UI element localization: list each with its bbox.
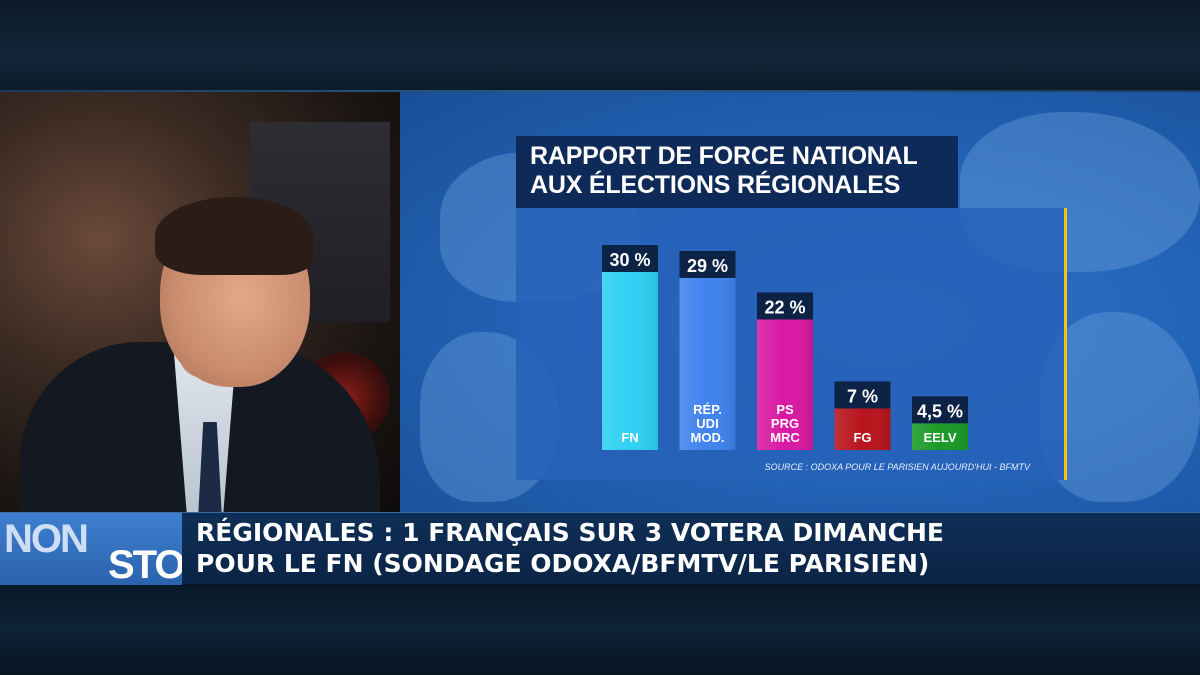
value-label: 7 % bbox=[847, 386, 878, 406]
chart-title-line2: AUX ÉLECTIONS RÉGIONALES bbox=[530, 171, 901, 199]
category-label: PRG bbox=[771, 416, 799, 431]
value-label: 29 % bbox=[687, 256, 728, 276]
bar-sheen bbox=[834, 408, 891, 450]
news-ticker: NON STOP RÉGIONALES : 1 FRANÇAIS SUR 3 V… bbox=[0, 512, 1200, 585]
studio-background-top bbox=[0, 0, 1200, 92]
category-label: MOD. bbox=[691, 430, 725, 445]
bar-sheen bbox=[912, 423, 968, 450]
value-label-box bbox=[834, 381, 891, 409]
bar-group: 4,5 % EELV bbox=[912, 396, 968, 450]
value-label: 30 % bbox=[609, 250, 650, 270]
bar-group: 7 % FG bbox=[834, 381, 891, 450]
chart-panel: RAPPORT DE FORCE NATIONAL AUX ÉLECTIONS … bbox=[400, 92, 1200, 512]
ticker-headline: RÉGIONALES : 1 FRANÇAIS SUR 3 VOTERA DIM… bbox=[196, 517, 944, 579]
value-label-box bbox=[602, 245, 658, 272]
value-label: 4,5 % bbox=[917, 401, 963, 421]
bar-sheen bbox=[602, 272, 658, 450]
presenter-video bbox=[0, 92, 400, 512]
category-label: FG bbox=[853, 430, 871, 445]
logo-text-non: NON bbox=[4, 517, 89, 561]
value-label: 22 % bbox=[764, 297, 805, 317]
logo-text-stop: STOP bbox=[108, 543, 182, 585]
value-label-box bbox=[912, 396, 968, 424]
category-label: RÉP. bbox=[693, 402, 722, 417]
bar-sheen bbox=[679, 277, 736, 450]
category-label: PS bbox=[776, 402, 794, 417]
chart-accent-line bbox=[1064, 208, 1067, 480]
chart-source: SOURCE : ODOXA POUR LE PARISIEN AUJOURD'… bbox=[764, 462, 1030, 472]
presenter-hair bbox=[155, 197, 313, 275]
nonstop-logo: NON STOP bbox=[0, 513, 182, 585]
category-label: FN bbox=[621, 430, 638, 445]
category-label: UDI bbox=[696, 416, 718, 431]
bar-sheen bbox=[757, 319, 813, 450]
category-label: MRC bbox=[770, 430, 800, 445]
value-label-box bbox=[757, 292, 813, 320]
headline-line1: RÉGIONALES : 1 FRANÇAIS SUR 3 VOTERA DIM… bbox=[196, 518, 944, 547]
bar-group: 30 % FN bbox=[602, 245, 658, 450]
value-label-box bbox=[679, 250, 736, 278]
headline-line2: POUR LE FN (SONDAGE ODOXA/BFMTV/LE PARIS… bbox=[196, 549, 930, 578]
category-label: EELV bbox=[924, 430, 957, 445]
chart-title-line1: RAPPORT DE FORCE NATIONAL bbox=[530, 142, 918, 170]
studio-background-bottom bbox=[0, 585, 1200, 675]
chart-title: RAPPORT DE FORCE NATIONAL AUX ÉLECTIONS … bbox=[516, 136, 958, 208]
